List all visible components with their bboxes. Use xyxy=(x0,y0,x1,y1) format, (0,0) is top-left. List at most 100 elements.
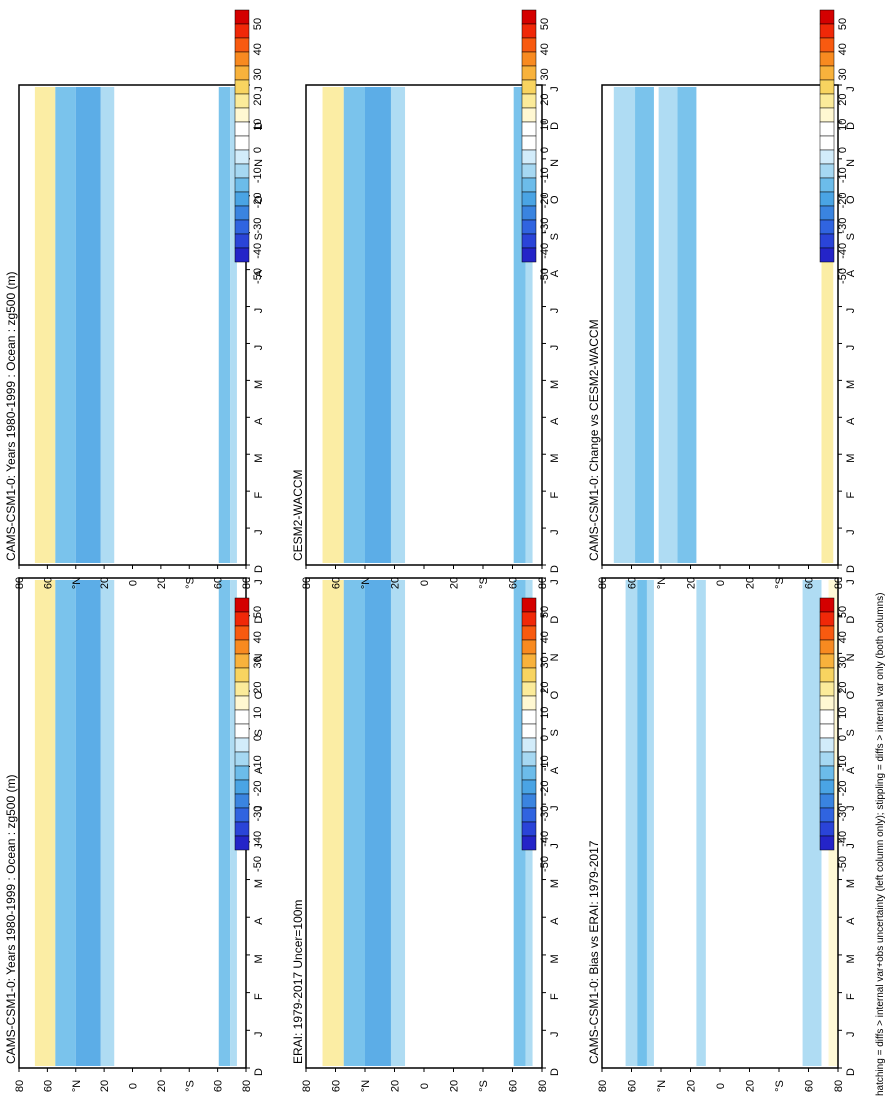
contour-band xyxy=(637,580,647,1066)
colorbar-swatch xyxy=(819,765,835,781)
colorbar-label: -30 xyxy=(837,806,849,822)
colorbar-label: -40 xyxy=(252,831,264,847)
colorbar-label: -10 xyxy=(252,167,264,183)
x-tick-label: J xyxy=(845,805,857,811)
colorbar-swatch xyxy=(234,177,250,193)
colorbar-3: 50 40 30 20 10 0 -10 -20 -30 -40 -50 xyxy=(819,597,849,872)
x-tick-label: M xyxy=(845,454,857,463)
colorbar-swatch xyxy=(521,793,537,809)
colorbar-swatch xyxy=(819,191,835,207)
colorbar-swatch xyxy=(521,625,537,641)
colorbar-swatch xyxy=(521,723,537,739)
colorbar-swatch xyxy=(819,219,835,235)
colorbar-swatch xyxy=(819,9,835,25)
footer-note: hatching = diffs > internal var+obs unce… xyxy=(875,592,886,1096)
x-tick-label: A xyxy=(845,766,857,774)
colorbar-swatch xyxy=(234,737,250,753)
x-tick-label: A xyxy=(253,766,265,774)
colorbar-swatch xyxy=(819,597,835,613)
colorbar-swatch xyxy=(819,639,835,655)
colorbar-label: 20 xyxy=(539,93,551,105)
colorbar-swatch xyxy=(234,247,250,263)
colorbar-swatch xyxy=(819,107,835,123)
colorbar-swatch xyxy=(521,37,537,53)
colorbar-label: 50 xyxy=(837,606,849,618)
contour-band xyxy=(306,580,323,1066)
contour-band xyxy=(19,580,35,1066)
x-tick-label: M xyxy=(253,380,265,389)
contour-band xyxy=(635,87,654,563)
y-tick-label: 80 xyxy=(833,577,845,589)
x-tick-label: D xyxy=(845,1068,857,1076)
colorbar-swatch xyxy=(819,233,835,249)
colorbar-swatch xyxy=(234,79,250,95)
x-tick-label: D xyxy=(549,1068,561,1076)
x-tick-label: D xyxy=(845,122,857,130)
colorbar-swatch xyxy=(521,205,537,221)
x-tick-label: M xyxy=(549,454,561,463)
x-tick-label: A xyxy=(253,417,265,425)
colorbar-label: 10 xyxy=(539,119,551,131)
colorbar-swatch xyxy=(521,233,537,249)
x-tick-label: J xyxy=(549,805,561,811)
colorbar-swatch xyxy=(521,79,537,95)
y-tick-label: 0 xyxy=(419,1083,431,1089)
colorbar-label: 30 xyxy=(539,656,551,668)
x-tick-label: F xyxy=(845,993,857,1000)
x-tick-label: O xyxy=(253,195,265,204)
x-tick-label: J xyxy=(845,345,857,351)
y-tick-label: 20 xyxy=(745,577,757,589)
contour-band xyxy=(75,580,101,1066)
contour-band xyxy=(405,580,424,1066)
y-tick-label: 80 xyxy=(301,577,313,589)
x-tick-label: F xyxy=(549,492,561,499)
x-tick-label: D xyxy=(253,122,265,130)
colorbar-swatch xyxy=(234,765,250,781)
y-tick-label: 80 xyxy=(301,1080,313,1092)
colorbar-swatch xyxy=(819,751,835,767)
colorbar-swatch xyxy=(521,765,537,781)
x-tick-label: M xyxy=(549,954,561,963)
colorbar-label: 30 xyxy=(252,68,264,80)
y-tick-label: °S xyxy=(478,577,490,589)
colorbar-swatch xyxy=(234,233,250,249)
x-tick-label: N xyxy=(845,159,857,167)
colorbar-swatch xyxy=(234,779,250,795)
colorbar-label: 10 xyxy=(837,707,849,719)
colorbar-label: 0 xyxy=(539,147,551,153)
colorbar-label: 20 xyxy=(837,93,849,105)
y-tick-label: °N xyxy=(71,577,83,589)
y-tick-label: 60 xyxy=(508,577,520,589)
colorbar-swatch xyxy=(819,37,835,53)
colorbar-swatch xyxy=(521,835,537,851)
contour-band xyxy=(513,87,526,563)
colorbar-label: -30 xyxy=(837,218,849,234)
x-tick-label: J xyxy=(845,308,857,314)
colorbar-label: 0 xyxy=(837,735,849,741)
y-tick-label: 20 xyxy=(449,1080,461,1092)
colorbar-swatch xyxy=(819,93,835,109)
y-tick-label: 60 xyxy=(42,577,54,589)
contour-band xyxy=(613,87,636,563)
y-tick-label: °S xyxy=(774,1080,786,1092)
colorbar-swatch xyxy=(234,835,250,851)
contour-band xyxy=(19,87,35,563)
colorbar-swatch xyxy=(819,821,835,837)
x-tick-label: O xyxy=(253,690,265,699)
colorbar-label: 0 xyxy=(252,735,264,741)
colorbar-swatch xyxy=(521,709,537,725)
colorbar-swatch xyxy=(521,93,537,109)
contour-band xyxy=(322,580,344,1066)
colorbars: 50 40 30 20 10 0 -10 -20 -30 -40 -50 50 40 30 20 10 0 -10… xyxy=(234,9,849,872)
panel-title: CAMS-CSM1-0: Bias vs ERAI: 1979-2017 xyxy=(587,840,601,1064)
x-tick-label: M xyxy=(845,380,857,389)
x-tick-label: S xyxy=(253,729,265,736)
contour-band xyxy=(525,87,533,563)
colorbar-label: 20 xyxy=(837,681,849,693)
colorbar-label: -30 xyxy=(252,806,264,822)
colorbar-5: 50 40 30 20 10 0 -10 -20 -30 -40 -50 xyxy=(521,9,551,284)
colorbar-label: 40 xyxy=(539,43,551,55)
colorbar-swatch xyxy=(234,597,250,613)
